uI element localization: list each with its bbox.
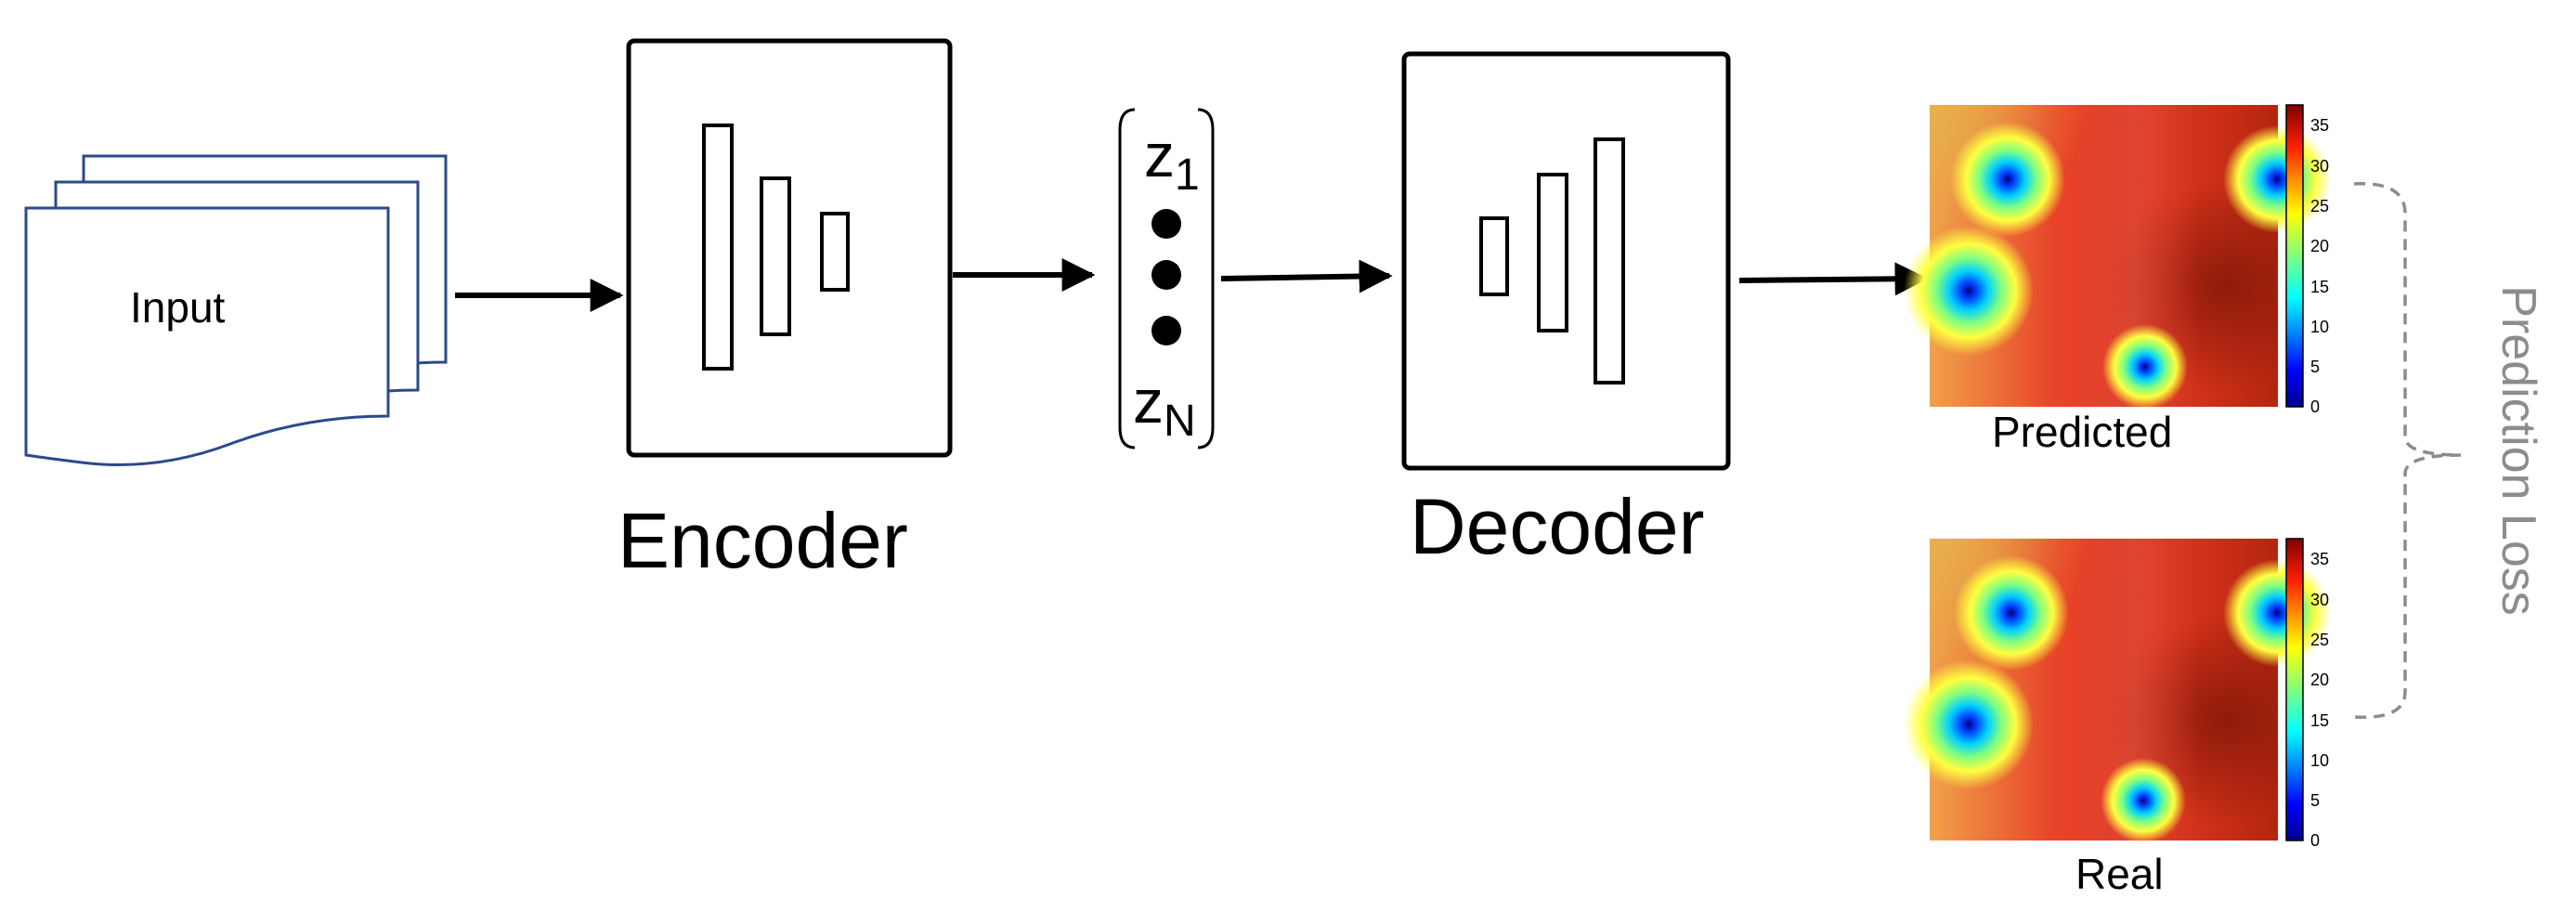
latent-vector: z1 zN	[1118, 108, 1215, 449]
decoder-block	[1401, 51, 1731, 471]
tick-label: 0	[2310, 397, 2321, 416]
tick-label: 35	[2310, 550, 2330, 568]
tick-label: 20	[2310, 237, 2330, 255]
predicted-colorbar-ticks: 35 30 25 20 15 10 5 0	[2310, 105, 2348, 415]
real-spot-4	[2223, 559, 2331, 667]
tick-label: 5	[2310, 791, 2321, 810]
real-spot-1	[1954, 555, 2069, 671]
real-label: Real	[2075, 850, 2164, 898]
predicted-spot-3	[2102, 324, 2188, 410]
latent-bracket-right	[1197, 108, 1215, 449]
encoder-layer-3	[820, 212, 850, 292]
input-label: Input	[130, 283, 226, 332]
prediction-loss-label: Prediction Loss	[2491, 285, 2545, 616]
predicted-label: Predicted	[1992, 408, 2173, 456]
arrow-latent-to-decoder	[1220, 259, 1393, 293]
latent-dot-2	[1151, 260, 1181, 290]
input-stack	[24, 154, 448, 466]
encoder-block	[626, 38, 953, 458]
tick-label: 5	[2310, 358, 2321, 376]
tick-label: 15	[2310, 711, 2330, 730]
latent-bracket-left	[1118, 108, 1136, 449]
tick-label: 0	[2310, 831, 2321, 850]
decoder-layer-3	[1594, 137, 1625, 384]
predicted-spot-2	[1904, 226, 2034, 356]
tick-label: 10	[2310, 751, 2330, 770]
tick-label: 15	[2310, 278, 2330, 296]
tick-label: 30	[2310, 157, 2330, 176]
decoder-layer-1	[1479, 216, 1509, 296]
decoder-layer-2	[1537, 173, 1568, 332]
tick-label: 35	[2310, 116, 2330, 135]
predicted-heatmap	[1904, 105, 2331, 410]
tick-label: 10	[2310, 318, 2330, 336]
tick-label: 25	[2310, 631, 2330, 649]
predicted-spot-1	[1950, 122, 2065, 237]
encoder-layer-2	[760, 176, 791, 336]
encoder-label: Encoder	[618, 497, 908, 584]
tick-label: 30	[2310, 591, 2330, 609]
loss-bracket	[2353, 182, 2462, 720]
input-page-front	[24, 206, 390, 466]
latent-z1: z1	[1144, 121, 1200, 200]
predicted-spot-4	[2223, 125, 2331, 233]
encoder-layer-1	[702, 124, 734, 371]
latent-dot-1	[1151, 209, 1181, 239]
real-spot-2	[1904, 659, 2034, 789]
tick-label: 20	[2310, 671, 2330, 689]
arrow-decoder-to-output	[1738, 262, 1929, 296]
latent-zn: zN	[1133, 367, 1196, 446]
latent-dot-3	[1151, 316, 1181, 345]
real-colorbar-ticks: 35 30 25 20 15 10 5 0	[2310, 539, 2348, 849]
real-heatmap	[1904, 539, 2331, 843]
real-colorbar	[2285, 538, 2304, 841]
predicted-colorbar	[2285, 104, 2304, 408]
decoder-label: Decoder	[1410, 483, 1705, 570]
real-spot-3	[2101, 758, 2186, 843]
tick-label: 25	[2310, 197, 2330, 215]
